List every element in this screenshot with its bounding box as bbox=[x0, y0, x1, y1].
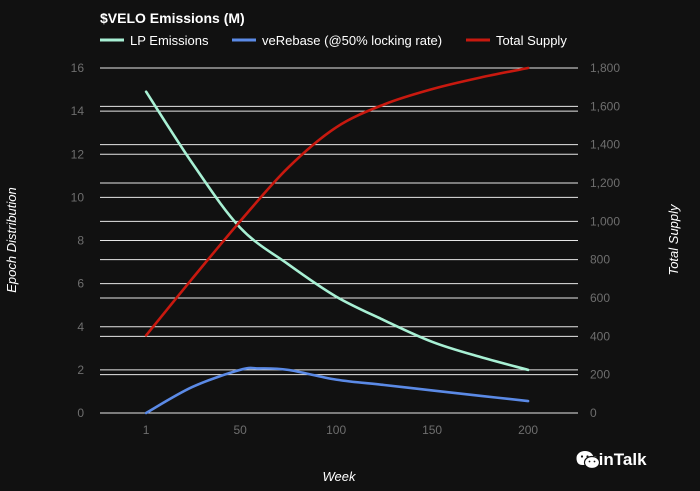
y2-tick-label: 1,400 bbox=[590, 138, 620, 152]
grid-layer bbox=[100, 67, 578, 414]
legend-label: veRebase (@50% locking rate) bbox=[262, 33, 442, 48]
y-tick-label: 12 bbox=[71, 147, 85, 161]
y-tick-label: 4 bbox=[77, 320, 84, 334]
y2-tick-label: 1,200 bbox=[590, 176, 620, 190]
y-tick-label: 6 bbox=[77, 277, 84, 291]
y-axis-label: Epoch Distribution bbox=[4, 187, 19, 293]
y-tick-label: 14 bbox=[71, 104, 85, 118]
chart-title: $VELO Emissions (M) bbox=[100, 10, 245, 26]
y2-tick-label: 1,800 bbox=[590, 61, 620, 75]
x-axis-label: Week bbox=[323, 469, 357, 484]
legend-label: Total Supply bbox=[496, 33, 567, 48]
y2-tick-label: 400 bbox=[590, 329, 610, 343]
y-tick-label: 0 bbox=[77, 406, 84, 420]
legend-layer: LP Emissions veRebase (@50% locking rate)… bbox=[100, 33, 567, 48]
x-tick-label: 100 bbox=[326, 423, 346, 437]
total-supply-line bbox=[144, 66, 530, 337]
y2-tick-label: 1,600 bbox=[590, 99, 620, 113]
legend-label: LP Emissions bbox=[130, 33, 209, 48]
y-tick-label: 10 bbox=[71, 190, 85, 204]
legend-verebase: veRebase (@50% locking rate) bbox=[232, 33, 442, 48]
y2-axis-label: Total Supply bbox=[666, 203, 681, 276]
y-tick-label: 16 bbox=[71, 61, 85, 75]
x-tick-label: 150 bbox=[422, 423, 442, 437]
lp-emissions-line bbox=[144, 90, 530, 372]
axis-layer: 0 2 4 6 8 10 12 14 16 0 200 400 600 800 1,000 1,200 1,40… bbox=[71, 61, 621, 437]
x-tick-label: 200 bbox=[518, 423, 538, 437]
y-tick-label: 8 bbox=[77, 234, 84, 248]
x-tick-label: 1 bbox=[143, 423, 150, 437]
legend-lp-emissions: LP Emissions bbox=[100, 33, 209, 48]
verebase-line bbox=[144, 366, 530, 415]
y2-tick-label: 600 bbox=[590, 291, 610, 305]
legend-total-supply: Total Supply bbox=[466, 33, 567, 48]
x-tick-label: 50 bbox=[233, 423, 247, 437]
y2-tick-label: 1,000 bbox=[590, 214, 620, 228]
wechat-icon bbox=[576, 451, 600, 470]
watermark: CoinTalk bbox=[576, 450, 647, 470]
y-tick-label: 2 bbox=[77, 363, 84, 377]
y2-tick-label: 200 bbox=[590, 368, 610, 382]
lines-layer bbox=[144, 66, 530, 415]
y2-tick-label: 800 bbox=[590, 253, 610, 267]
y2-tick-label: 0 bbox=[590, 406, 597, 420]
